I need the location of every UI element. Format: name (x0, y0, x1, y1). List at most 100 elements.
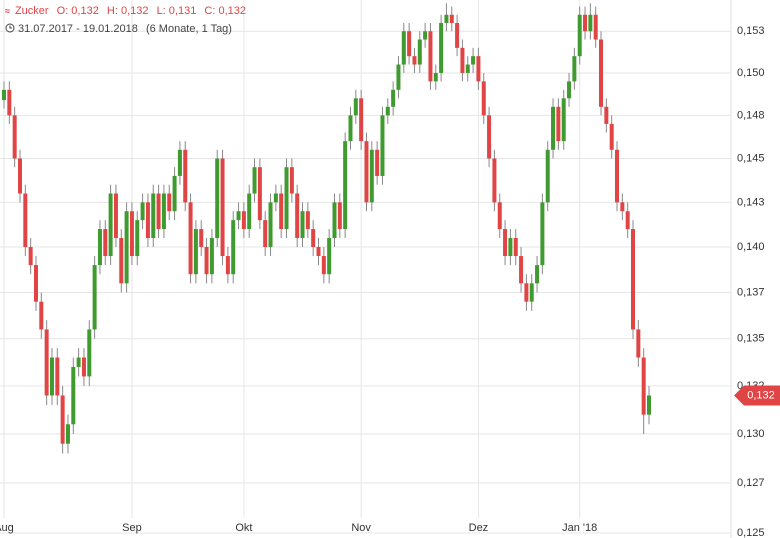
range-line: 31.07.2017 - 19.01.2018 (6 Monate, 1 Tag… (5, 22, 237, 35)
candle-body (193, 229, 198, 275)
symbol-icon: ≈ (5, 6, 10, 16)
candle-body (55, 357, 60, 396)
period: (6 Monate, 1 Tag) (145, 23, 232, 35)
candle-body (353, 98, 358, 116)
last-price-label: 0,132 (747, 389, 775, 401)
candle-body (593, 14, 598, 40)
candle-body (65, 424, 70, 444)
candle-body (567, 81, 572, 99)
candle-body (177, 149, 182, 176)
candle-body (604, 106, 609, 124)
candle-body (156, 193, 161, 230)
candle-body (129, 211, 134, 257)
candle-body (39, 301, 44, 330)
y-tick-label: 0,127 (737, 477, 765, 489)
candle-body (60, 395, 65, 444)
candle-body (572, 56, 577, 82)
candle-body (540, 202, 545, 266)
y-tick-label: 0,130 (737, 428, 765, 440)
y-tick-label: 0,140 (737, 241, 765, 253)
candle-body (343, 141, 348, 230)
candle-body (108, 193, 113, 257)
candle-body (327, 238, 332, 275)
candle-body (407, 31, 412, 57)
candle-body (257, 167, 262, 221)
candle-body (625, 211, 630, 230)
candle-body (385, 106, 390, 116)
candle-body (289, 167, 294, 194)
candle-body (529, 283, 534, 302)
candle-body (583, 14, 588, 32)
candle-body (433, 72, 438, 82)
candle-body (23, 193, 28, 248)
candle-body (369, 149, 374, 203)
candle-body (300, 211, 305, 239)
candle-body (487, 115, 492, 159)
candle-body (295, 193, 300, 239)
candle-body (359, 98, 364, 142)
candle-body (273, 193, 278, 203)
y-tick-label: 0,148 (737, 109, 765, 121)
candle-body (145, 202, 150, 239)
candle-body (167, 193, 172, 212)
candle-body (615, 149, 620, 203)
candle-body (375, 149, 380, 176)
candle-body (412, 56, 417, 65)
candle-body (380, 115, 385, 176)
candle-body (455, 22, 460, 48)
candle-body (577, 14, 582, 57)
candle-body (332, 202, 337, 239)
candle-body (135, 220, 140, 257)
candle-body (465, 64, 470, 73)
candle-body (449, 14, 454, 23)
candle-body (236, 211, 241, 221)
candle-body (252, 167, 257, 194)
candle-body (76, 357, 81, 367)
x-tick-label: Dez (469, 522, 489, 534)
candle-body (17, 158, 22, 194)
x-tick-label: Nov (351, 522, 371, 534)
close-value: C: 0,132 (204, 5, 246, 17)
candle-body (268, 202, 273, 248)
candle-body (220, 158, 225, 257)
candle-body (113, 193, 118, 239)
candle-body (620, 202, 625, 212)
candle-body (241, 211, 246, 230)
candle-body (337, 202, 342, 230)
high-value: H: 0,132 (106, 5, 149, 17)
y-tick-label: 0,143 (737, 196, 765, 208)
candle-body (124, 211, 129, 284)
candle-body (311, 229, 316, 248)
candle-body (7, 89, 12, 116)
candle-body (305, 211, 310, 230)
y-tick-label: 0,145 (737, 152, 765, 164)
candle-body (641, 357, 646, 415)
low-value: L: 0,131 (156, 5, 197, 17)
candle-body (492, 158, 497, 203)
candle-body (151, 193, 156, 239)
candle-body (556, 106, 561, 142)
candle-body (225, 256, 230, 275)
candle-body (263, 220, 268, 248)
candle-body (28, 247, 33, 266)
candle-body (423, 31, 428, 40)
x-tick-label: Sep (122, 522, 142, 534)
candle-body (631, 229, 636, 330)
candle-body (92, 265, 97, 330)
candle-body (199, 229, 204, 248)
candle-body (119, 238, 124, 284)
candle-body (209, 238, 214, 275)
candle-body (161, 193, 166, 230)
y-tick-label: 0,135 (737, 333, 765, 345)
candle-body (535, 265, 540, 284)
candle-body (364, 141, 369, 203)
candle-body (12, 115, 17, 159)
candle-body (81, 357, 86, 377)
candle-body (471, 56, 476, 65)
symbol: Zucker (14, 5, 49, 17)
candle-body (215, 158, 220, 239)
candle-body (33, 265, 38, 302)
candle-body (497, 202, 502, 230)
